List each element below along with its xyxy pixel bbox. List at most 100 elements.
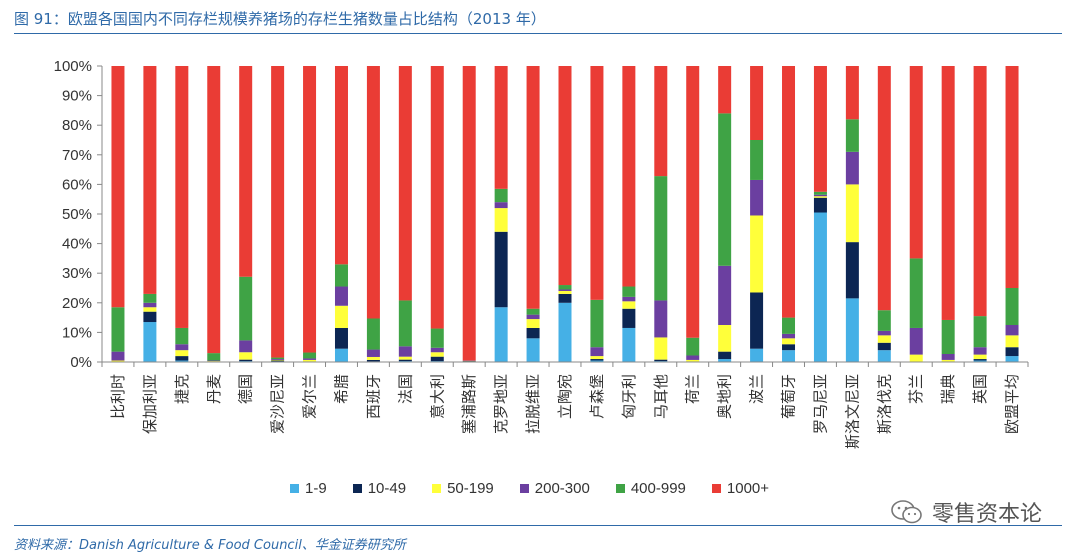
x-tick-label: 斯洛文尼亚 — [843, 374, 861, 449]
bar-segment — [334, 348, 348, 362]
bar-segment — [398, 359, 412, 362]
bar-segment — [973, 316, 987, 348]
figure-title: 图 91：欧盟各国国内不同存栏规模养猪场的存栏生猪数量占比结构（2013 年） — [14, 10, 546, 28]
bar-segment — [1005, 356, 1019, 362]
bar-segment — [813, 194, 827, 197]
axes-layer — [97, 65, 1029, 367]
x-tick-label: 奥地利 — [716, 374, 734, 419]
bar-segment — [303, 352, 317, 359]
bar-segment — [111, 351, 125, 361]
legend-label: 1-9 — [305, 480, 327, 497]
bar-segment — [718, 359, 732, 362]
bar-segment — [686, 355, 700, 360]
bar-segment — [1005, 347, 1019, 357]
bar-segment — [143, 322, 157, 362]
bar-segment — [303, 66, 317, 353]
legend-label: 1000+ — [726, 480, 770, 497]
legend-item: 10-49 — [352, 480, 406, 497]
bar-segment — [430, 66, 444, 329]
x-tick-label: 匈牙利 — [620, 374, 638, 419]
bar-segment — [654, 300, 668, 338]
bar-segment — [526, 314, 540, 320]
bar-segment — [686, 359, 700, 362]
bar-segment — [845, 151, 859, 185]
legend-item: 400-999 — [615, 480, 686, 497]
bar-segment — [239, 352, 253, 360]
bar-segment — [558, 285, 572, 290]
bar-segment — [813, 212, 827, 362]
x-tick-label: 德国 — [237, 374, 255, 404]
bar-segment — [398, 66, 412, 301]
bar-segment — [845, 119, 859, 152]
legend-swatch — [352, 484, 362, 493]
x-tick-label: 卢森堡 — [588, 374, 606, 419]
bar-segment — [750, 179, 764, 216]
source-text: 资料来源：Danish Agriculture & Food Council、华… — [14, 538, 406, 553]
bar-segment — [334, 305, 348, 328]
x-tick-label: 芬兰 — [907, 374, 925, 404]
bar-segment — [175, 327, 189, 345]
bar-segment — [271, 359, 285, 361]
bar-segment — [558, 293, 572, 303]
bar-segment — [845, 242, 859, 299]
bar-segment — [750, 292, 764, 349]
bar-segment — [239, 66, 253, 277]
bar-segment — [941, 354, 955, 360]
bar-segment — [334, 66, 348, 265]
bar-segment — [813, 196, 827, 198]
bar-segment — [941, 359, 955, 362]
bar-segment — [590, 360, 604, 362]
bar-segment — [750, 66, 764, 140]
bar-segment — [813, 191, 827, 195]
legend-label: 400-999 — [630, 480, 686, 497]
bar-segment — [175, 350, 189, 357]
bar-segment — [398, 356, 412, 360]
bar-segment — [718, 351, 732, 360]
legend-item: 1000+ — [711, 480, 770, 497]
bar-segment — [558, 289, 572, 291]
bar-segment — [462, 66, 476, 361]
legend-swatch — [290, 484, 299, 493]
bar-segment — [494, 66, 508, 189]
bar-segment — [430, 328, 444, 348]
bar-segment — [973, 359, 987, 361]
bar-segment — [622, 308, 636, 328]
bar-segment — [782, 350, 796, 362]
bar-segment — [526, 319, 540, 328]
bar-segment — [271, 359, 285, 360]
bar-segment — [1005, 325, 1019, 336]
watermark-text: 零售资本论 — [931, 502, 1042, 527]
bar-segment — [558, 302, 572, 362]
bars-layer — [111, 66, 1019, 362]
bar-segment — [398, 346, 412, 357]
bar-segment — [718, 113, 732, 266]
bar-segment — [782, 333, 796, 339]
x-tick-label: 塞浦路斯 — [460, 374, 478, 434]
y-tick-label: 70% — [62, 147, 92, 164]
bar-segment — [494, 208, 508, 232]
bar-segment — [526, 66, 540, 309]
legend-swatch — [711, 484, 721, 493]
bar-segment — [494, 231, 508, 308]
x-tick-label: 波兰 — [748, 374, 766, 404]
bar-segment — [654, 176, 668, 301]
y-tick-label: 80% — [62, 117, 92, 134]
bar-segment — [845, 66, 859, 120]
bar-segment — [877, 342, 891, 351]
bar-segment — [207, 360, 221, 362]
legend: 1-9 10-49 50-199 200-300 400-999 1000+ — [290, 480, 769, 497]
bar-segment — [366, 66, 380, 319]
bar-segment — [1005, 335, 1019, 348]
legend-label: 200-300 — [534, 480, 590, 497]
bar-segment — [207, 353, 221, 361]
bar-segment — [494, 307, 508, 362]
bar-segment — [239, 276, 253, 341]
bar-segment — [239, 340, 253, 353]
bar-segment — [909, 327, 923, 355]
bar-segment — [622, 296, 636, 302]
legend-item: 200-300 — [519, 480, 590, 497]
bar-segment — [430, 347, 444, 353]
bar-segment — [175, 356, 189, 361]
bar-segment — [877, 330, 891, 336]
bar-segment — [782, 66, 796, 318]
